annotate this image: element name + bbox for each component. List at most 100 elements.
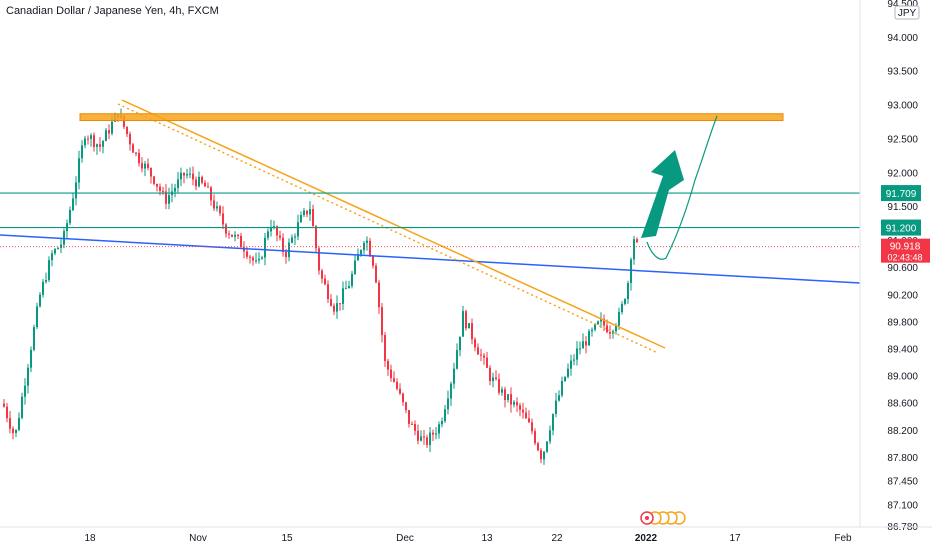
candle-body: [516, 401, 518, 406]
y-tick-label: 89.000: [887, 372, 918, 383]
x-tick-label: Dec: [396, 533, 414, 544]
candle-body: [45, 280, 47, 282]
candle-body: [141, 163, 143, 169]
candle-body: [393, 378, 395, 382]
candle-body: [273, 226, 275, 228]
candle-body: [519, 405, 521, 410]
candle-body: [297, 222, 299, 237]
candle-body: [594, 324, 596, 330]
candle-body: [543, 451, 545, 460]
candle-body: [513, 401, 515, 405]
candle-body: [618, 312, 620, 326]
candle-body: [534, 431, 536, 444]
candle-body: [327, 284, 329, 300]
candle-body: [147, 163, 149, 169]
candle-body: [537, 443, 539, 451]
candle-body: [609, 332, 611, 334]
candle-body: [195, 179, 197, 187]
candle-body: [261, 257, 263, 259]
y-tick-label: 92.000: [887, 168, 918, 179]
candle-body: [378, 282, 380, 308]
candle-body: [345, 288, 347, 290]
candle-body: [276, 226, 278, 236]
candle-body: [510, 394, 512, 405]
candle-body: [207, 186, 209, 188]
candle-body: [15, 429, 17, 434]
candle-body: [144, 163, 146, 169]
candle-body: [339, 303, 341, 305]
candle-body: [471, 323, 473, 340]
candle-body: [228, 233, 230, 235]
candle-body: [366, 240, 368, 243]
candle-body: [150, 168, 152, 177]
candle-body: [600, 318, 602, 322]
candle-body: [72, 198, 74, 211]
candle-body: [39, 294, 41, 307]
candle-body: [357, 254, 359, 261]
y-tick-label: 89.800: [887, 317, 918, 328]
candle-body: [546, 441, 548, 452]
candle-body: [258, 258, 260, 261]
candle-body: [201, 176, 203, 183]
y-tick-label: 89.400: [887, 345, 918, 356]
candle-body: [321, 270, 323, 279]
currency-badge: JPY: [898, 8, 917, 19]
candle-body: [399, 388, 401, 394]
y-tick-label: 93.500: [887, 67, 918, 78]
candle-body: [624, 299, 626, 304]
candle-body: [270, 227, 272, 232]
candle-body: [138, 152, 140, 164]
candle-body: [426, 437, 428, 445]
candle-body: [132, 144, 134, 153]
candle-body: [561, 380, 563, 396]
price-label-value: 90.918: [890, 242, 921, 253]
candle-body: [564, 376, 566, 381]
candle-body: [222, 213, 224, 225]
currency-badge-bg: [894, 5, 920, 20]
descending-trendline-dotted: [117, 103, 659, 354]
candle-body: [597, 321, 599, 325]
candle-body: [387, 360, 389, 370]
candle-body: [3, 403, 5, 407]
candle-body: [390, 369, 392, 379]
candle-body: [129, 134, 131, 145]
chart-title: Canadian Dollar / Japanese Yen, 4h, FXCM: [6, 5, 219, 17]
candle-body: [615, 325, 617, 332]
candle-body: [279, 235, 281, 238]
candle-body: [111, 121, 113, 134]
candle-body: [225, 224, 227, 234]
x-tick-label: 2022: [635, 533, 658, 544]
candle-body: [234, 234, 236, 237]
candle-body: [456, 350, 458, 369]
candle-body: [525, 412, 527, 419]
candle-body: [459, 336, 461, 351]
candle-body: [30, 349, 32, 368]
candle-body: [9, 418, 11, 429]
price-label-countdown: 02:43:48: [887, 253, 922, 263]
y-tick-label: 90.600: [887, 263, 918, 274]
candle-body: [69, 210, 71, 224]
candle-body: [108, 130, 110, 134]
x-tick-label: 13: [481, 533, 493, 544]
candle-body: [603, 318, 605, 326]
candle-body: [372, 256, 374, 266]
candle-body: [633, 239, 635, 260]
candle-body: [135, 152, 137, 154]
y-tick-label: 93.000: [887, 101, 918, 112]
candle-body: [303, 210, 305, 215]
x-tick-label: 18: [84, 533, 96, 544]
candle-body: [636, 239, 638, 242]
candle-body: [360, 250, 362, 255]
y-tick-label: 88.200: [887, 426, 918, 437]
candle-body: [441, 421, 443, 425]
candle-body: [33, 327, 35, 350]
candle-body: [96, 144, 98, 147]
candle-body: [492, 377, 494, 382]
x-tick-label: Feb: [834, 533, 852, 544]
candle-body: [405, 402, 407, 411]
candle-body: [252, 257, 254, 261]
candle-body: [462, 311, 464, 337]
y-tick-label: 91.500: [887, 202, 918, 213]
level-label: 91.709: [886, 189, 917, 200]
